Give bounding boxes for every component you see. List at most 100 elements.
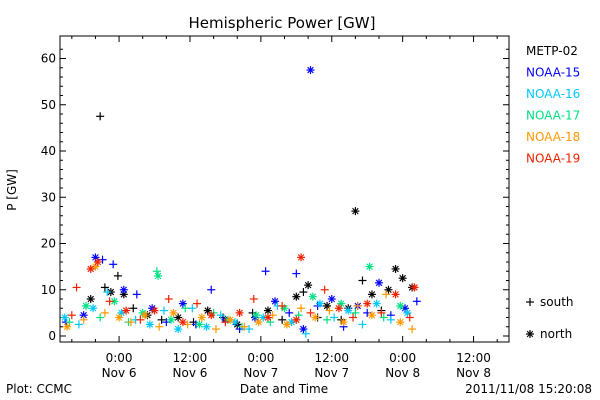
south-point-noaa-19 (377, 308, 386, 317)
north-point-noaa-18 (141, 311, 150, 320)
south-point-noaa-19 (349, 313, 358, 322)
north-point-noaa-16 (372, 299, 381, 308)
north-point-metp-02 (351, 207, 360, 216)
north-point-noaa-15 (119, 285, 128, 294)
south-point-noaa-16 (103, 288, 112, 297)
south-point-noaa-18 (297, 304, 306, 313)
x-tick-time-label: 0:00 (247, 351, 274, 365)
south-point-noaa-15 (412, 297, 421, 306)
legend-entry-noaa-19: NOAA-19 (526, 152, 580, 166)
north-point-metp-02 (398, 274, 407, 283)
north-point-noaa-17 (167, 315, 176, 324)
south-point-noaa-18 (155, 322, 164, 331)
x-tick-time-label: 12:00 (456, 351, 491, 365)
north-point-noaa-18 (282, 320, 291, 329)
south-point-noaa-15 (292, 269, 301, 278)
south-point-noaa-17 (181, 304, 190, 313)
south-point-metp-02 (100, 283, 109, 292)
x-tick-date-label: Nov 6 (173, 366, 208, 380)
legend-entry-noaa-15: NOAA-15 (526, 66, 580, 80)
x-tick-time-label: 12:00 (314, 351, 349, 365)
legend-entry-metp-02: METP-02 (526, 44, 578, 58)
south-point-metp-02 (278, 315, 287, 324)
north-point-noaa-18 (339, 318, 348, 327)
north-point-noaa-19 (93, 258, 102, 266)
north-point-noaa-15 (79, 311, 88, 320)
legend-entry-noaa-18: NOAA-18 (526, 130, 580, 144)
south-point-metp-02 (113, 271, 122, 280)
north-point-noaa-17 (365, 262, 374, 271)
legend-entry-noaa-16: NOAA-16 (526, 87, 580, 101)
north-point-noaa-15 (327, 295, 336, 303)
y-tick-label: 40 (41, 144, 56, 158)
plot-frame (59, 35, 510, 343)
south-point-noaa-19 (405, 313, 414, 322)
south-point-metp-02 (129, 304, 138, 313)
marker-legend-north: north (526, 327, 572, 341)
south-point-noaa-19 (136, 315, 145, 324)
north-point-noaa-17 (81, 301, 90, 310)
x-tick-time-label: 0:00 (389, 351, 416, 365)
x-tick-date-label: Nov 7 (243, 366, 278, 380)
north-point-noaa-19 (86, 264, 95, 273)
north-point-noaa-16 (344, 306, 353, 315)
south-point-noaa-16 (358, 320, 367, 329)
south-point-noaa-19 (72, 283, 81, 292)
footer-plot-source: Plot: CCMC (6, 382, 72, 396)
south-point-noaa-18 (126, 318, 135, 327)
south-point-noaa-17 (379, 313, 388, 322)
south-point-metp-02 (157, 315, 166, 324)
south-point-noaa-19 (164, 295, 173, 303)
north-point-noaa-18 (169, 308, 178, 317)
north-point-noaa-19 (263, 313, 272, 322)
north-point-noaa-15 (375, 278, 384, 287)
x-tick-date-label: Nov 8 (385, 366, 420, 380)
south-point-noaa-18 (382, 290, 391, 299)
y-tick-label: 20 (41, 237, 56, 251)
south-point-noaa-16 (216, 311, 225, 320)
north-point-noaa-15 (271, 297, 280, 306)
south-point-noaa-15 (285, 308, 294, 317)
south-point-noaa-19 (320, 285, 329, 294)
north-point-noaa-18 (197, 313, 206, 322)
north-point-noaa-18 (115, 313, 124, 322)
north-point-noaa-19 (334, 304, 343, 313)
north-point-noaa-19 (122, 306, 131, 315)
north-point-noaa-18 (396, 318, 405, 327)
y-tick-label: 50 (41, 98, 56, 112)
south-point-noaa-16 (330, 313, 339, 322)
south-point-noaa-16 (245, 325, 254, 334)
south-point-noaa-18 (353, 301, 362, 310)
x-tick-date-label: Nov 8 (456, 366, 491, 380)
y-axis: 0 10 20 30 40 50 60 (41, 48, 509, 343)
south-point-noaa-15 (207, 285, 216, 294)
x-tick-time-label: 0:00 (106, 351, 133, 365)
north-point-noaa-16 (315, 299, 324, 308)
marker-legend-south: south (526, 295, 574, 309)
south-point-noaa-15 (132, 290, 141, 299)
south-point-noaa-18 (211, 325, 220, 334)
south-point-noaa-16 (74, 320, 83, 329)
south-point-noaa-15 (261, 267, 270, 276)
south-point-noaa-19 (278, 301, 287, 310)
south-point-metp-02 (96, 112, 105, 121)
south-point-noaa-19 (306, 308, 315, 317)
legend-entry-noaa-17: NOAA-17 (526, 109, 580, 123)
north-point-noaa-18 (311, 313, 320, 322)
y-axis-label: P [GW] (5, 169, 19, 211)
north-point-noaa-16 (202, 322, 211, 331)
north-point-noaa-17 (154, 271, 163, 280)
x-tick-date-label: Nov 6 (102, 366, 137, 380)
south-point-noaa-19 (249, 295, 258, 303)
north-point-metp-02 (263, 306, 272, 315)
north-point-metp-02 (292, 292, 301, 301)
north-point-noaa-17 (308, 292, 317, 301)
south-point-noaa-16 (188, 304, 197, 313)
north-point-noaa-17 (252, 311, 261, 320)
legend: METP-02 NOAA-15 NOAA-16 NOAA-17 NOAA-18 NOAA-… (526, 44, 580, 166)
north-point-noaa-16 (60, 313, 69, 322)
south-point-noaa-18 (100, 308, 109, 317)
y-tick-label: 30 (41, 190, 56, 204)
marker-label-north: north (540, 327, 572, 341)
